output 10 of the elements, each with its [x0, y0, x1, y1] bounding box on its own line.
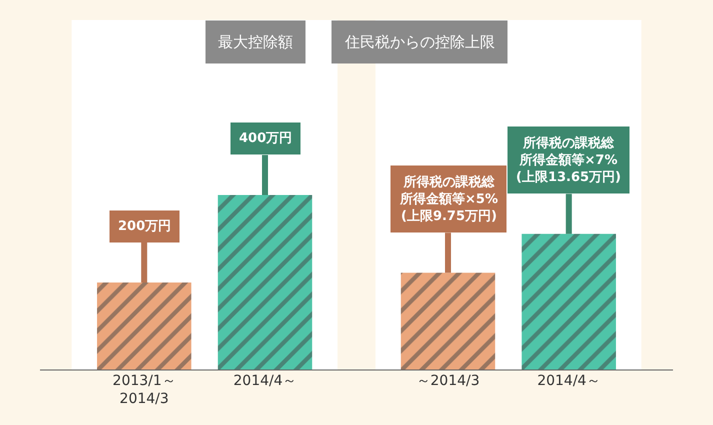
x-tick-label: 2014/4～ — [233, 373, 297, 389]
data-label: 所得税の課税総所得金額等×5%(上限9.75万円) — [399, 174, 498, 224]
data-label: 400万円 — [239, 131, 292, 146]
x-tick-label: 2014/4～ — [537, 373, 600, 389]
x-tick-label: ～2014/3 — [416, 373, 480, 389]
data-label: 所得税の課税総所得金額等×7%(上限13.65万円) — [516, 135, 622, 185]
x-tick-label: 2013/1～ 2014/3 — [112, 373, 176, 408]
text: 住民税からの控除上限 — [344, 33, 495, 51]
data-label: 200万円 — [118, 219, 172, 234]
text: 最大控除額 — [218, 33, 293, 51]
